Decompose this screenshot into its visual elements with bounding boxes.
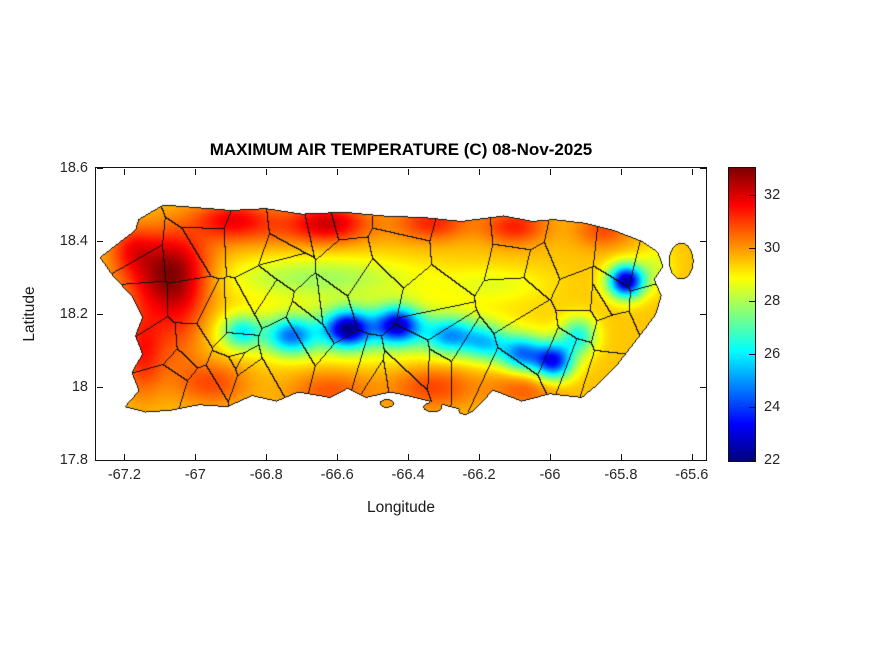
x-tick-mark bbox=[337, 169, 339, 175]
y-tick-label: 18.2 bbox=[59, 306, 88, 322]
y-tick-mark bbox=[700, 460, 706, 461]
x-tick-mark bbox=[620, 454, 622, 460]
x-tick-mark bbox=[549, 454, 551, 460]
x-tick-label: -66 bbox=[539, 467, 561, 483]
colorbar-tick-mark bbox=[749, 460, 755, 461]
temperature-heatmap-canvas bbox=[96, 168, 706, 460]
y-tick-mark bbox=[700, 168, 706, 169]
x-tick-mark bbox=[408, 454, 410, 460]
colorbar-tick-mark bbox=[749, 194, 755, 196]
x-tick-mark bbox=[195, 454, 197, 460]
colorbar-tick-mark bbox=[749, 353, 755, 355]
colorbar-tick-label: 28 bbox=[764, 292, 781, 309]
x-tick-mark bbox=[408, 169, 410, 175]
y-tick-mark bbox=[700, 387, 706, 388]
x-tick-label: -67.2 bbox=[107, 467, 141, 483]
x-tick-label: -65.8 bbox=[604, 467, 638, 483]
y-tick-label: 18 bbox=[71, 379, 88, 395]
colorbar-tick-label: 22 bbox=[764, 452, 781, 468]
colorbar-tick-mark bbox=[749, 406, 755, 408]
chart-title: MAXIMUM AIR TEMPERATURE (C) 08-Nov-2025 bbox=[209, 140, 593, 159]
y-tick-mark bbox=[97, 241, 103, 242]
x-tick-mark bbox=[266, 169, 268, 175]
colorbar-tick-mark bbox=[749, 300, 755, 302]
colorbar-gradient bbox=[729, 168, 755, 461]
y-tick-mark bbox=[97, 168, 103, 169]
colorbar-tick-label: 24 bbox=[764, 398, 781, 415]
x-tick-label: -66.8 bbox=[249, 467, 283, 483]
y-tick-mark bbox=[700, 241, 706, 242]
colorbar-tick-label: 32 bbox=[764, 186, 781, 203]
x-tick-mark bbox=[549, 169, 551, 175]
x-tick-mark bbox=[479, 454, 481, 460]
x-tick-mark bbox=[337, 454, 339, 460]
x-tick-label: -66.2 bbox=[462, 467, 496, 483]
y-tick-mark bbox=[97, 387, 103, 388]
y-tick-mark bbox=[97, 314, 103, 315]
x-tick-mark bbox=[691, 454, 693, 460]
y-tick-label: 18.4 bbox=[59, 233, 88, 249]
x-tick-mark bbox=[266, 454, 268, 460]
y-tick-label: 17.8 bbox=[59, 452, 88, 468]
x-tick-label: -66.4 bbox=[391, 467, 425, 483]
x-tick-label: -65.6 bbox=[675, 467, 709, 483]
y-tick-mark bbox=[700, 314, 706, 315]
x-tick-label: -67 bbox=[184, 467, 206, 483]
x-axis-label: Longitude bbox=[366, 499, 436, 516]
colorbar-tick-label: 30 bbox=[764, 239, 781, 256]
x-tick-mark bbox=[479, 169, 481, 175]
x-tick-mark bbox=[691, 169, 693, 175]
y-axis-label: Latitude bbox=[21, 286, 38, 342]
colorbar-tick-mark bbox=[749, 247, 755, 249]
y-tick-label: 18.6 bbox=[59, 160, 88, 176]
x-tick-mark bbox=[195, 169, 197, 175]
x-tick-mark bbox=[124, 454, 126, 460]
colorbar-tick-label: 26 bbox=[764, 345, 781, 362]
x-tick-mark bbox=[124, 169, 126, 175]
x-tick-label: -66.6 bbox=[320, 467, 354, 483]
y-tick-mark bbox=[97, 460, 103, 461]
x-tick-mark bbox=[620, 169, 622, 175]
